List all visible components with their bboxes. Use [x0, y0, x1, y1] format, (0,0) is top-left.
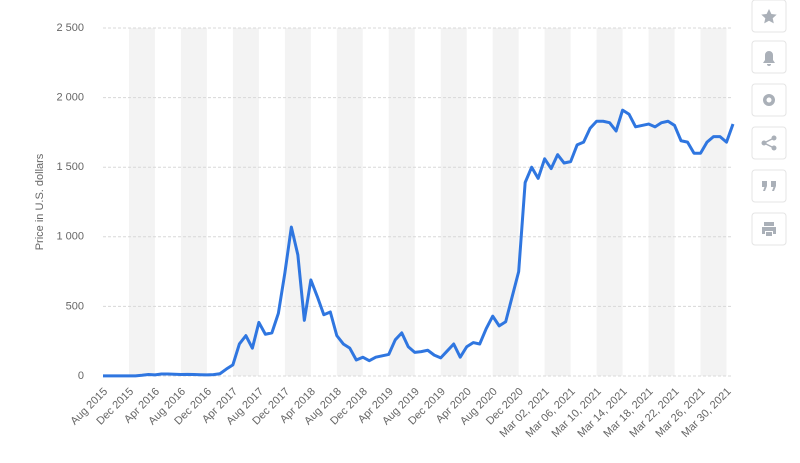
band — [700, 28, 727, 376]
y-tick-label: 500 — [66, 300, 84, 312]
price-line — [103, 108, 735, 378]
print-icon — [762, 222, 776, 236]
band — [180, 28, 207, 376]
y-tick-label: 1 000 — [56, 231, 84, 243]
y-tick-label: 2 500 — [56, 22, 84, 34]
y-tick-label: 1 500 — [56, 161, 84, 173]
band — [388, 28, 415, 376]
band — [128, 28, 155, 376]
band — [544, 28, 571, 376]
cite-button[interactable] — [751, 169, 787, 203]
toolbar — [751, 0, 787, 246]
band — [336, 28, 363, 376]
band — [648, 28, 675, 376]
share-button[interactable] — [751, 126, 787, 160]
bell-icon — [763, 51, 775, 66]
star-icon — [761, 9, 777, 24]
band — [440, 28, 467, 376]
quote-icon — [762, 181, 776, 191]
y-tick-label: 2 000 — [56, 92, 84, 104]
y-tick-label: 0 — [78, 370, 84, 382]
y-axis-label: Price in U.S. dollars — [34, 153, 46, 250]
background-bands — [128, 28, 727, 376]
band — [232, 28, 259, 376]
band — [284, 28, 311, 376]
share-icon — [761, 135, 777, 151]
band — [596, 28, 623, 376]
